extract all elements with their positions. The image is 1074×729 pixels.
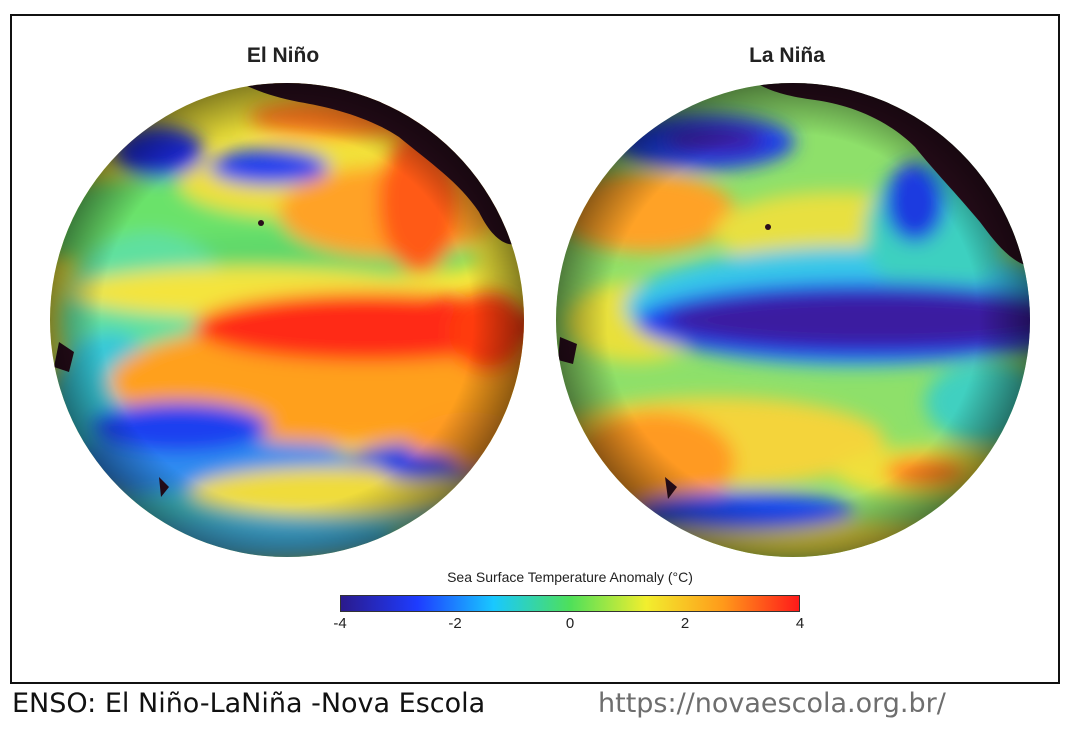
colorbar-tick-label: 2 (680, 615, 690, 632)
caption-text: ENSO: El Niño-LaNiña -Nova Escola (12, 688, 486, 719)
la-nina-title: La Niña (749, 44, 825, 67)
colorbar-tick-label: -2 (448, 615, 462, 632)
colorbar-tick-label: 0 (565, 615, 575, 632)
colorbar-title: Sea Surface Temperature Anomaly (°C) (447, 569, 693, 585)
la-nina-globe-map (556, 83, 1030, 557)
colorbar-tick-label: 4 (795, 615, 805, 632)
el-nino-title: El Niño (246, 44, 320, 67)
colorbar (340, 595, 800, 612)
source-url[interactable]: https://novaescola.org.br/ (598, 688, 946, 719)
el-nino-globe-map (50, 83, 524, 557)
colorbar-tick-label: -4 (333, 615, 347, 632)
